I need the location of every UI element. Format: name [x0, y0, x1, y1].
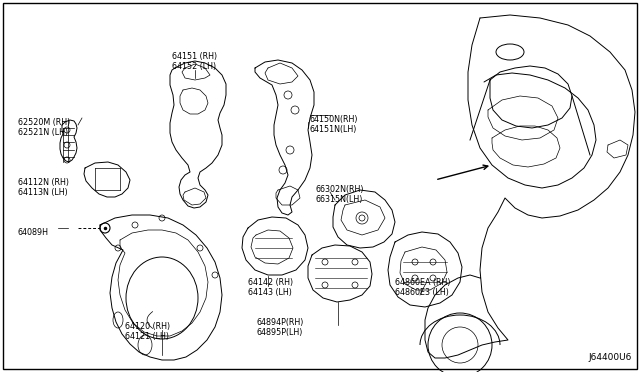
- Text: 64089H: 64089H: [18, 228, 49, 237]
- Text: 64120 (RH)
64121 (LH): 64120 (RH) 64121 (LH): [125, 322, 171, 341]
- Text: J64400U6: J64400U6: [589, 353, 632, 362]
- Text: 64142 (RH)
64143 (LH): 64142 (RH) 64143 (LH): [248, 278, 293, 297]
- Text: 64894P(RH)
64895P(LH): 64894P(RH) 64895P(LH): [256, 318, 304, 337]
- Text: 64151 (RH)
64152 (LH): 64151 (RH) 64152 (LH): [172, 52, 218, 71]
- Text: 62520M (RH)
62521N (LH): 62520M (RH) 62521N (LH): [18, 118, 70, 137]
- Text: 64112N (RH)
64113N (LH): 64112N (RH) 64113N (LH): [18, 178, 69, 198]
- Text: 64150N(RH)
64151N(LH): 64150N(RH) 64151N(LH): [310, 115, 358, 134]
- Text: 64860EA (RH)
64860E3 (LH): 64860EA (RH) 64860E3 (LH): [395, 278, 451, 297]
- Text: 66302N(RH)
66315N(LH): 66302N(RH) 66315N(LH): [315, 185, 364, 204]
